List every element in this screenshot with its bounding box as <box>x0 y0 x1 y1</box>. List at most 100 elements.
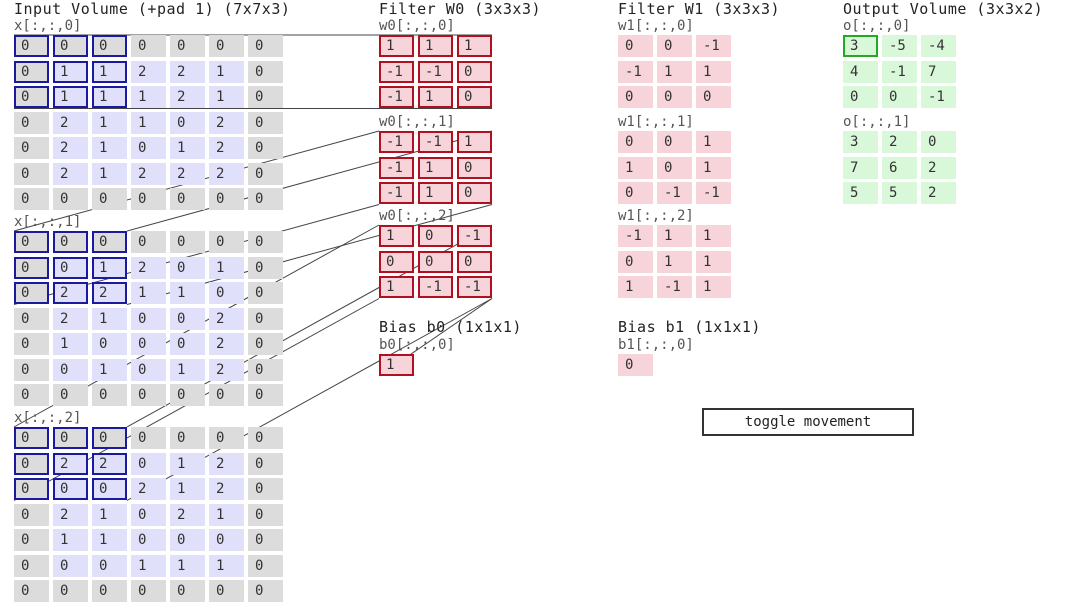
w0-cell: 0 <box>457 156 492 179</box>
w1-slice-label: w1[:,:,1] <box>618 114 694 130</box>
w0-cell: -1 <box>379 182 414 204</box>
input-cell: 0 <box>170 231 205 253</box>
input-cell: 0 <box>248 307 283 330</box>
input-cell: 1 <box>92 111 127 134</box>
bias-b0-cell: 1 <box>379 354 414 376</box>
input-cell: 0 <box>248 358 283 381</box>
w0-slice-label: w0[:,:,0] <box>379 18 455 34</box>
w0-cell: 0 <box>457 182 492 204</box>
bias-b1-label: b1[:,:,0] <box>618 337 694 353</box>
input-cell: 2 <box>209 162 244 185</box>
input-cell: 0 <box>209 35 244 57</box>
output-cell: 5 <box>882 182 917 204</box>
w1-cell: 0 <box>696 86 731 108</box>
w1-cell: 1 <box>696 276 731 298</box>
w0-cell: -1 <box>457 276 492 298</box>
input-cell: 0 <box>14 162 49 185</box>
output-cell: -4 <box>921 35 956 57</box>
output-cell: 2 <box>921 182 956 204</box>
w1-cell: 1 <box>657 60 692 83</box>
output-cell: 7 <box>921 60 956 83</box>
input-cell: 1 <box>92 162 127 185</box>
filter-w0-title: Filter W0 (3x3x3) <box>379 0 542 18</box>
input-cell: 2 <box>53 307 88 330</box>
input-cell: 1 <box>53 333 88 355</box>
output-cell: 2 <box>882 131 917 153</box>
w1-slice-label: w1[:,:,0] <box>618 18 694 34</box>
input-cell: 1 <box>92 503 127 526</box>
input-cell: 0 <box>92 35 127 57</box>
input-cell: 0 <box>209 231 244 253</box>
output-cell: 6 <box>882 156 917 179</box>
input-cell: 1 <box>131 86 166 108</box>
output-volume-title: Output Volume (3x3x2) <box>843 0 1044 18</box>
w1-cell: 0 <box>657 156 692 179</box>
input-cell: 0 <box>53 384 88 406</box>
input-cell: 2 <box>170 60 205 83</box>
input-cell: 2 <box>53 111 88 134</box>
w1-cell: 1 <box>696 250 731 273</box>
input-cell: 0 <box>14 427 49 449</box>
input-cell: 0 <box>170 307 205 330</box>
input-cell: 1 <box>170 282 205 304</box>
input-cell: 0 <box>248 554 283 577</box>
input-cell: 0 <box>209 282 244 304</box>
input-cell: 0 <box>14 580 49 602</box>
w0-cell: -1 <box>379 131 414 153</box>
input-cell: 2 <box>209 478 244 500</box>
input-cell: 0 <box>92 580 127 602</box>
w1-cell: 1 <box>657 225 692 247</box>
input-cell: 0 <box>14 307 49 330</box>
w1-cell: -1 <box>657 276 692 298</box>
input-cell: 0 <box>131 358 166 381</box>
w0-cell: 1 <box>418 86 453 108</box>
input-cell: 0 <box>170 35 205 57</box>
input-cell: 0 <box>14 86 49 108</box>
input-cell: 0 <box>248 188 283 210</box>
w1-cell: 1 <box>696 131 731 153</box>
input-cell: 0 <box>209 384 244 406</box>
input-cell: 0 <box>248 256 283 279</box>
input-cell: 2 <box>92 282 127 304</box>
input-cell: 0 <box>170 529 205 551</box>
input-cell: 0 <box>248 503 283 526</box>
input-cell: 0 <box>131 580 166 602</box>
filter-w1-title: Filter W1 (3x3x3) <box>618 0 781 18</box>
bias-b1-title: Bias b1 (1x1x1) <box>618 318 761 336</box>
input-cell: 0 <box>248 137 283 159</box>
input-slice-label: x[:,:,0] <box>14 18 82 34</box>
input-cell: 0 <box>14 60 49 83</box>
input-cell: 0 <box>14 554 49 577</box>
output-cell: 2 <box>921 156 956 179</box>
input-cell: 1 <box>53 529 88 551</box>
w1-cell: 0 <box>618 35 653 57</box>
toggle-movement-button[interactable]: toggle movement <box>702 408 914 436</box>
input-cell: 0 <box>14 358 49 381</box>
input-cell: 2 <box>53 162 88 185</box>
input-cell: 1 <box>209 60 244 83</box>
input-cell: 2 <box>209 333 244 355</box>
input-cell: 1 <box>170 358 205 381</box>
w0-cell: 0 <box>457 250 492 273</box>
w0-cell: 1 <box>379 276 414 298</box>
w0-cell: 1 <box>418 156 453 179</box>
w1-slice-label: w1[:,:,2] <box>618 208 694 224</box>
bias-b0-label: b0[:,:,0] <box>379 337 455 353</box>
w1-cell: 0 <box>657 35 692 57</box>
input-cell: 1 <box>92 60 127 83</box>
input-cell: 0 <box>92 333 127 355</box>
output-cell: -1 <box>921 86 956 108</box>
input-cell: 0 <box>248 580 283 602</box>
input-cell: 2 <box>131 60 166 83</box>
w0-cell: -1 <box>418 60 453 83</box>
input-cell: 0 <box>131 35 166 57</box>
input-cell: 1 <box>209 86 244 108</box>
input-cell: 2 <box>170 162 205 185</box>
input-volume-title: Input Volume (+pad 1) (7x7x3) <box>14 0 291 18</box>
input-cell: 0 <box>14 529 49 551</box>
input-cell: 0 <box>92 554 127 577</box>
input-cell: 2 <box>209 452 244 475</box>
output-cell: -1 <box>882 60 917 83</box>
input-cell: 0 <box>53 231 88 253</box>
input-cell: 0 <box>248 86 283 108</box>
